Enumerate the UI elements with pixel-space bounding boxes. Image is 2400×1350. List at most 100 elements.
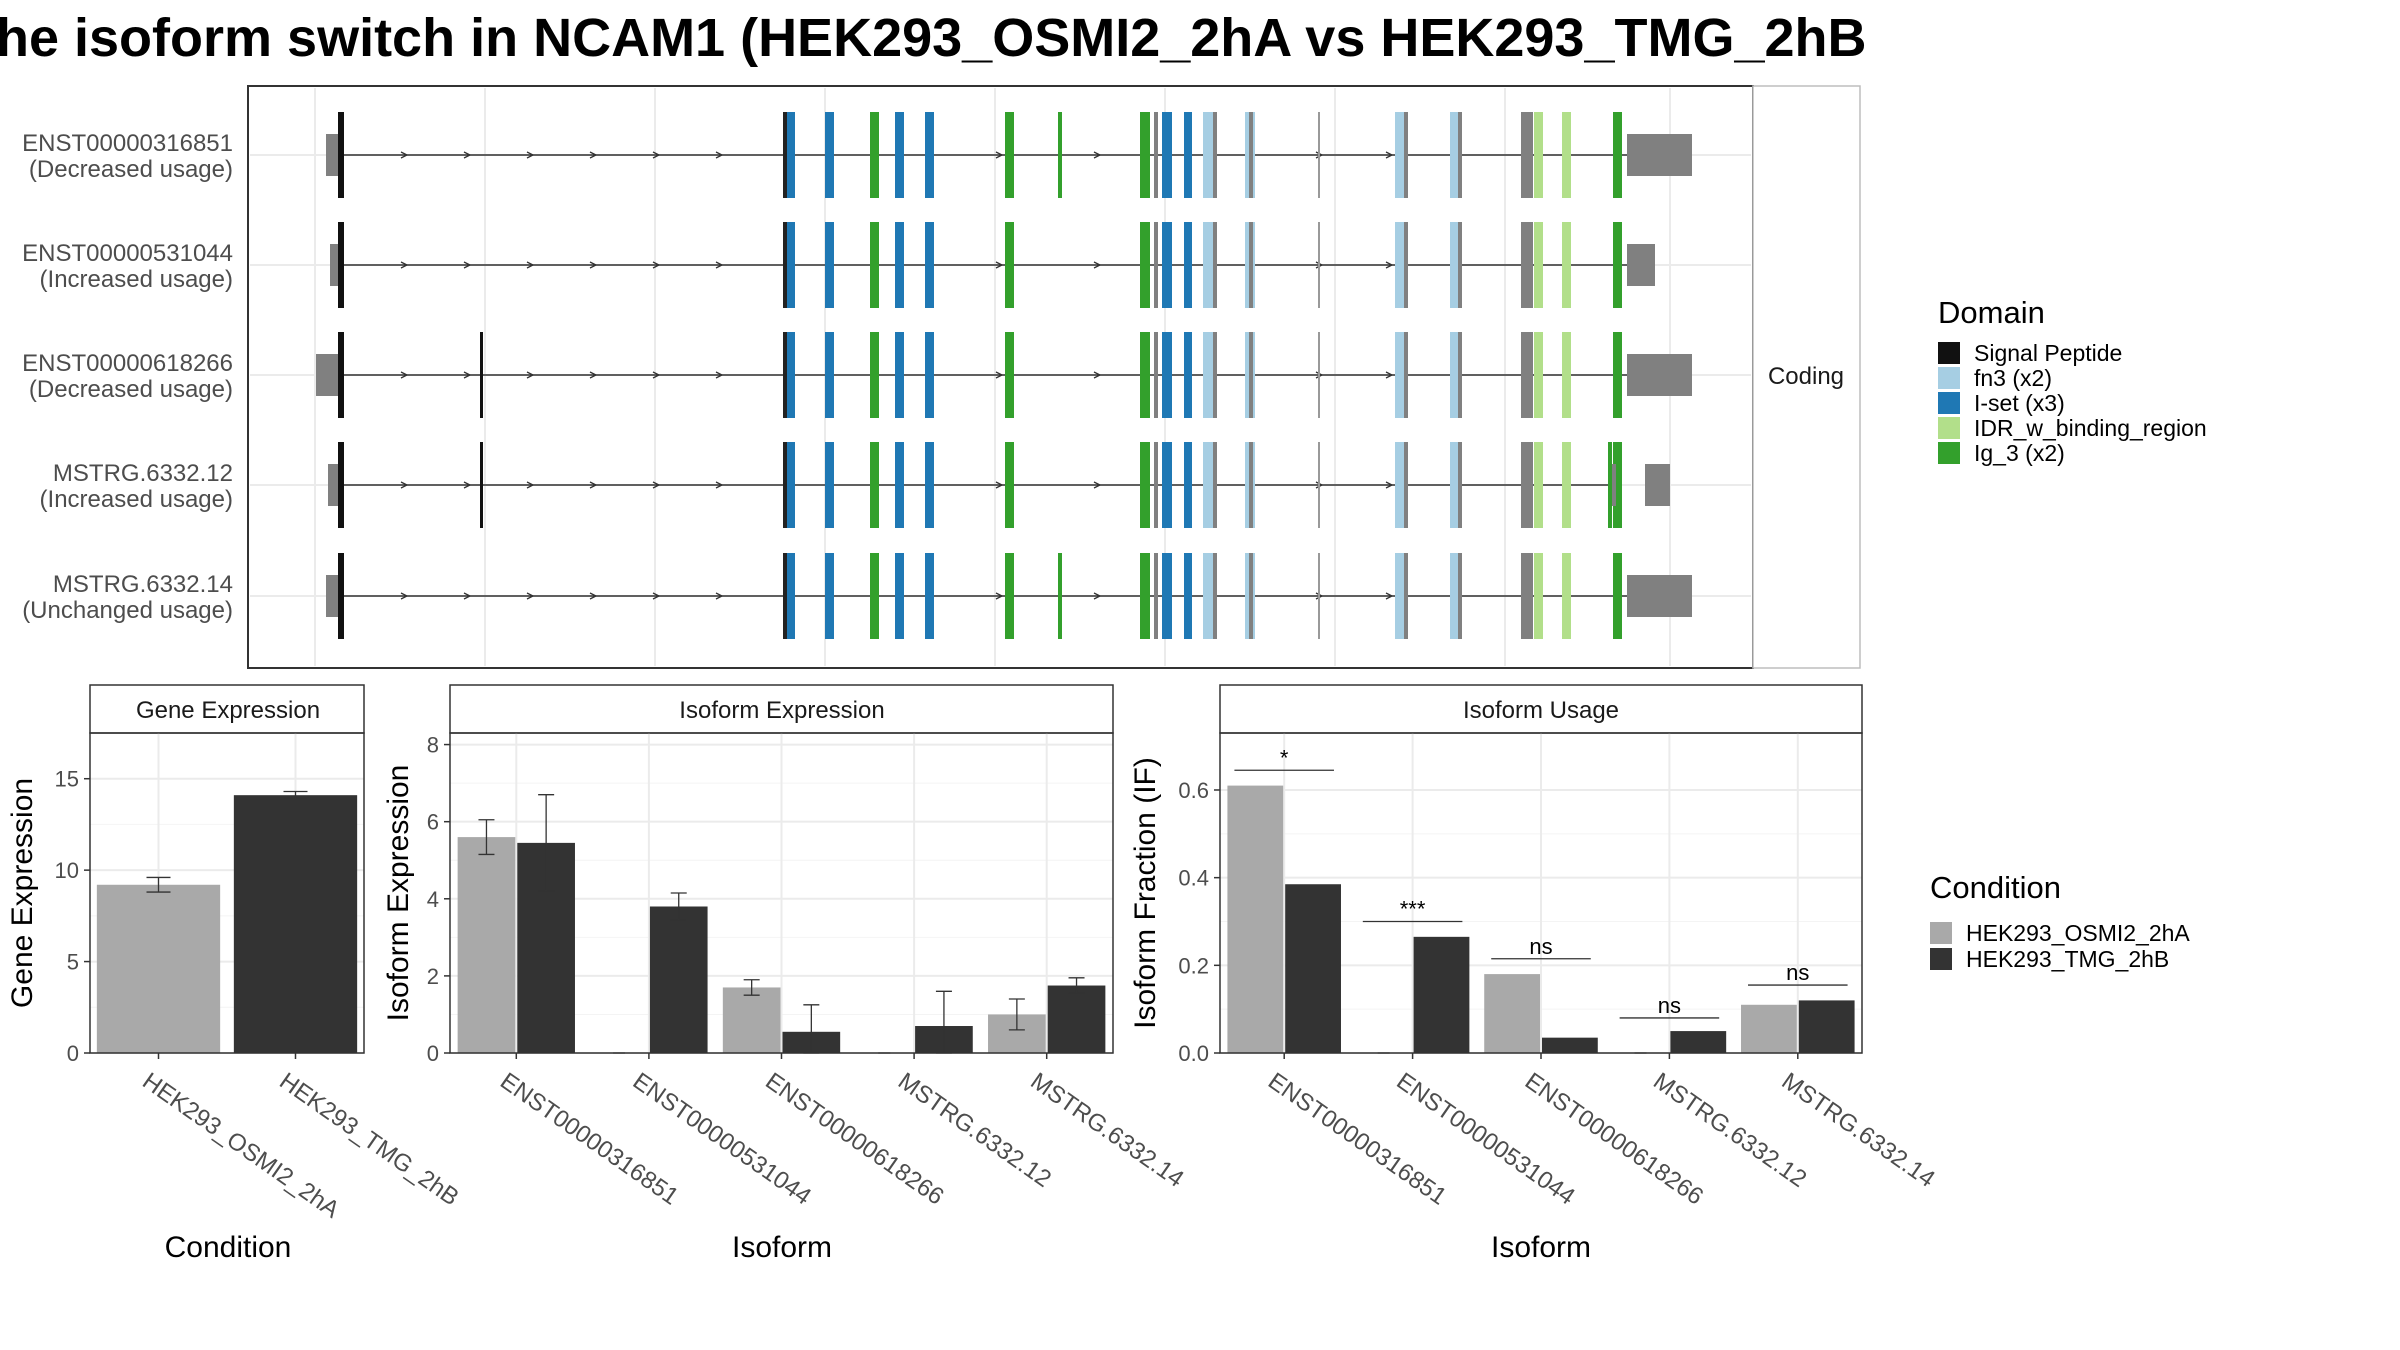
direction-arrow xyxy=(995,261,1004,269)
direction-arrow xyxy=(589,151,598,159)
direction-arrow xyxy=(652,592,661,600)
y-tick-label: 4 xyxy=(427,887,439,912)
domain-block xyxy=(870,442,879,528)
utr-fragment xyxy=(1458,442,1462,528)
y-tick-label: 10 xyxy=(55,858,79,883)
domain-legend-key xyxy=(1938,442,1960,464)
utr-fragment xyxy=(1404,112,1408,198)
domain-legend-key xyxy=(1938,417,1960,439)
direction-arrow xyxy=(715,592,724,600)
exon-block xyxy=(1318,222,1320,308)
domain-block xyxy=(1140,442,1150,528)
panel-title: Isoform Usage xyxy=(1463,697,1619,724)
domain-block xyxy=(870,332,879,418)
utr-fragment xyxy=(1458,332,1462,418)
y-tick-label: 6 xyxy=(427,810,439,835)
error-bar xyxy=(1068,977,1085,994)
y-axis-title: Isoform Fraction (IF) xyxy=(1129,757,1162,1029)
iset-block xyxy=(787,112,795,198)
bar xyxy=(1285,884,1341,1053)
direction-arrow xyxy=(589,592,598,600)
transcript-row xyxy=(326,553,1692,639)
direction-arrow xyxy=(995,592,1004,600)
domain-legend-label: Signal Peptide xyxy=(1974,340,2122,366)
bar xyxy=(1227,785,1284,1053)
isoform-usage-panel: Isoform Usage****nsnsns0.00.20.40.6ENST0… xyxy=(1129,684,1940,1264)
signal-peptide-block xyxy=(338,222,344,308)
direction-arrow xyxy=(463,592,472,600)
bar xyxy=(1047,985,1106,1053)
condition-legend-key xyxy=(1930,922,1952,944)
domain-block xyxy=(1613,112,1622,198)
domain-block xyxy=(1140,332,1150,418)
direction-arrow xyxy=(526,151,535,159)
exon-block xyxy=(783,112,787,198)
utr-fragment xyxy=(1154,442,1158,528)
bar xyxy=(457,837,516,1053)
domain-block xyxy=(1562,442,1571,528)
utr-fragment xyxy=(1213,222,1217,308)
direction-arrow xyxy=(400,592,409,600)
x-axis-title: Isoform xyxy=(1491,1231,1591,1264)
domain-block xyxy=(1184,332,1192,418)
error-bar xyxy=(743,979,760,996)
direction-arrow xyxy=(995,481,1004,489)
utr-fragment xyxy=(1521,222,1533,308)
utr-fragment xyxy=(1404,222,1408,308)
domain-block xyxy=(1140,222,1150,308)
bar xyxy=(1798,1000,1855,1053)
bar xyxy=(1741,1004,1797,1053)
domain-block xyxy=(1184,112,1192,198)
exon-block xyxy=(1318,332,1320,418)
domain-block xyxy=(1450,442,1459,528)
utr-block xyxy=(1627,575,1692,617)
transcript-name: MSTRG.6332.12 xyxy=(53,460,233,487)
domain-block xyxy=(925,112,934,198)
domain-block xyxy=(1162,553,1172,639)
x-axis-title: Condition xyxy=(165,1231,292,1264)
bar xyxy=(1413,936,1470,1053)
exon-block xyxy=(1318,112,1320,198)
direction-arrow xyxy=(589,481,598,489)
panel-strip xyxy=(1219,684,1863,734)
bar xyxy=(1670,1031,1727,1053)
domain-block xyxy=(1140,112,1150,198)
transcript-row xyxy=(328,442,1670,528)
ig3-block xyxy=(1058,112,1062,198)
direction-arrow xyxy=(526,371,535,379)
y-tick-label: 0.6 xyxy=(1178,778,1209,803)
utr-fragment xyxy=(1521,112,1533,198)
significance-label: ns xyxy=(1786,960,1809,985)
bar xyxy=(1542,1037,1598,1053)
condition-legend-label: HEK293_TMG_2hB xyxy=(1966,946,2169,972)
exon-block xyxy=(783,332,787,418)
direction-arrow xyxy=(463,481,472,489)
domain-block xyxy=(1613,332,1622,418)
bar xyxy=(96,884,221,1053)
y-tick-label: 0 xyxy=(67,1041,79,1066)
y-axis-title: Gene Expression xyxy=(6,778,39,1008)
domain-block xyxy=(825,112,834,198)
domain-block xyxy=(925,222,934,308)
transcript-row xyxy=(326,112,1692,198)
domain-block xyxy=(1005,112,1014,198)
domain-block xyxy=(1184,553,1192,639)
transcript-rows xyxy=(316,112,1692,639)
significance-label: *** xyxy=(1400,896,1426,921)
direction-arrow xyxy=(400,151,409,159)
direction-arrow xyxy=(400,371,409,379)
domain-block xyxy=(1450,112,1459,198)
utr-fragment xyxy=(1249,222,1253,308)
panel-title: Gene Expression xyxy=(136,697,320,724)
direction-arrow xyxy=(715,261,724,269)
domain-block xyxy=(1562,112,1571,198)
domain-block xyxy=(870,222,879,308)
domain-block xyxy=(1162,332,1172,418)
utr-block xyxy=(1627,244,1655,286)
domain-block xyxy=(1450,222,1459,308)
domain-block xyxy=(1534,442,1543,528)
